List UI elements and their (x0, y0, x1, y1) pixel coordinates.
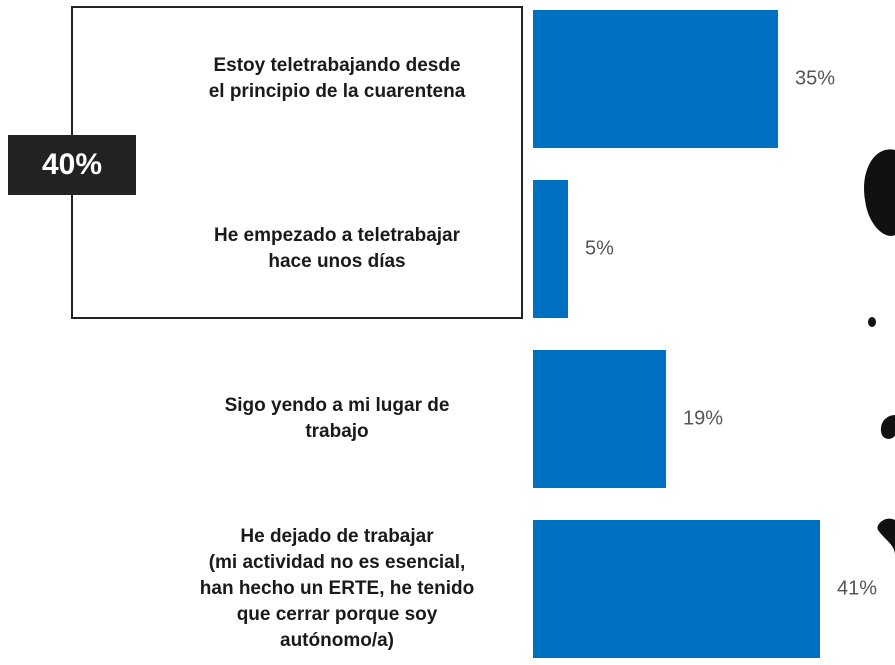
blob (877, 518, 895, 555)
value-label: 41% (837, 577, 878, 600)
bar (533, 520, 820, 658)
bar (533, 10, 778, 148)
category-label: Estoy teletrabajando desde el principio … (208, 55, 466, 102)
decoration (864, 149, 895, 555)
bar (533, 180, 568, 318)
blob (880, 415, 895, 439)
category-label: Sigo yendo a mi lugar de trabajo (224, 395, 450, 442)
blob (864, 149, 895, 236)
value-label: 35% (795, 67, 836, 90)
blob (868, 317, 876, 327)
group-total: 40% (8, 135, 136, 195)
category-label: He empezado a teletrabajar hace unos día… (213, 225, 461, 272)
category-label: He dejado de trabajar (mi actividad no e… (199, 526, 475, 651)
bar (533, 350, 666, 488)
value-label: 19% (683, 407, 724, 430)
value-label: 5% (585, 237, 614, 260)
